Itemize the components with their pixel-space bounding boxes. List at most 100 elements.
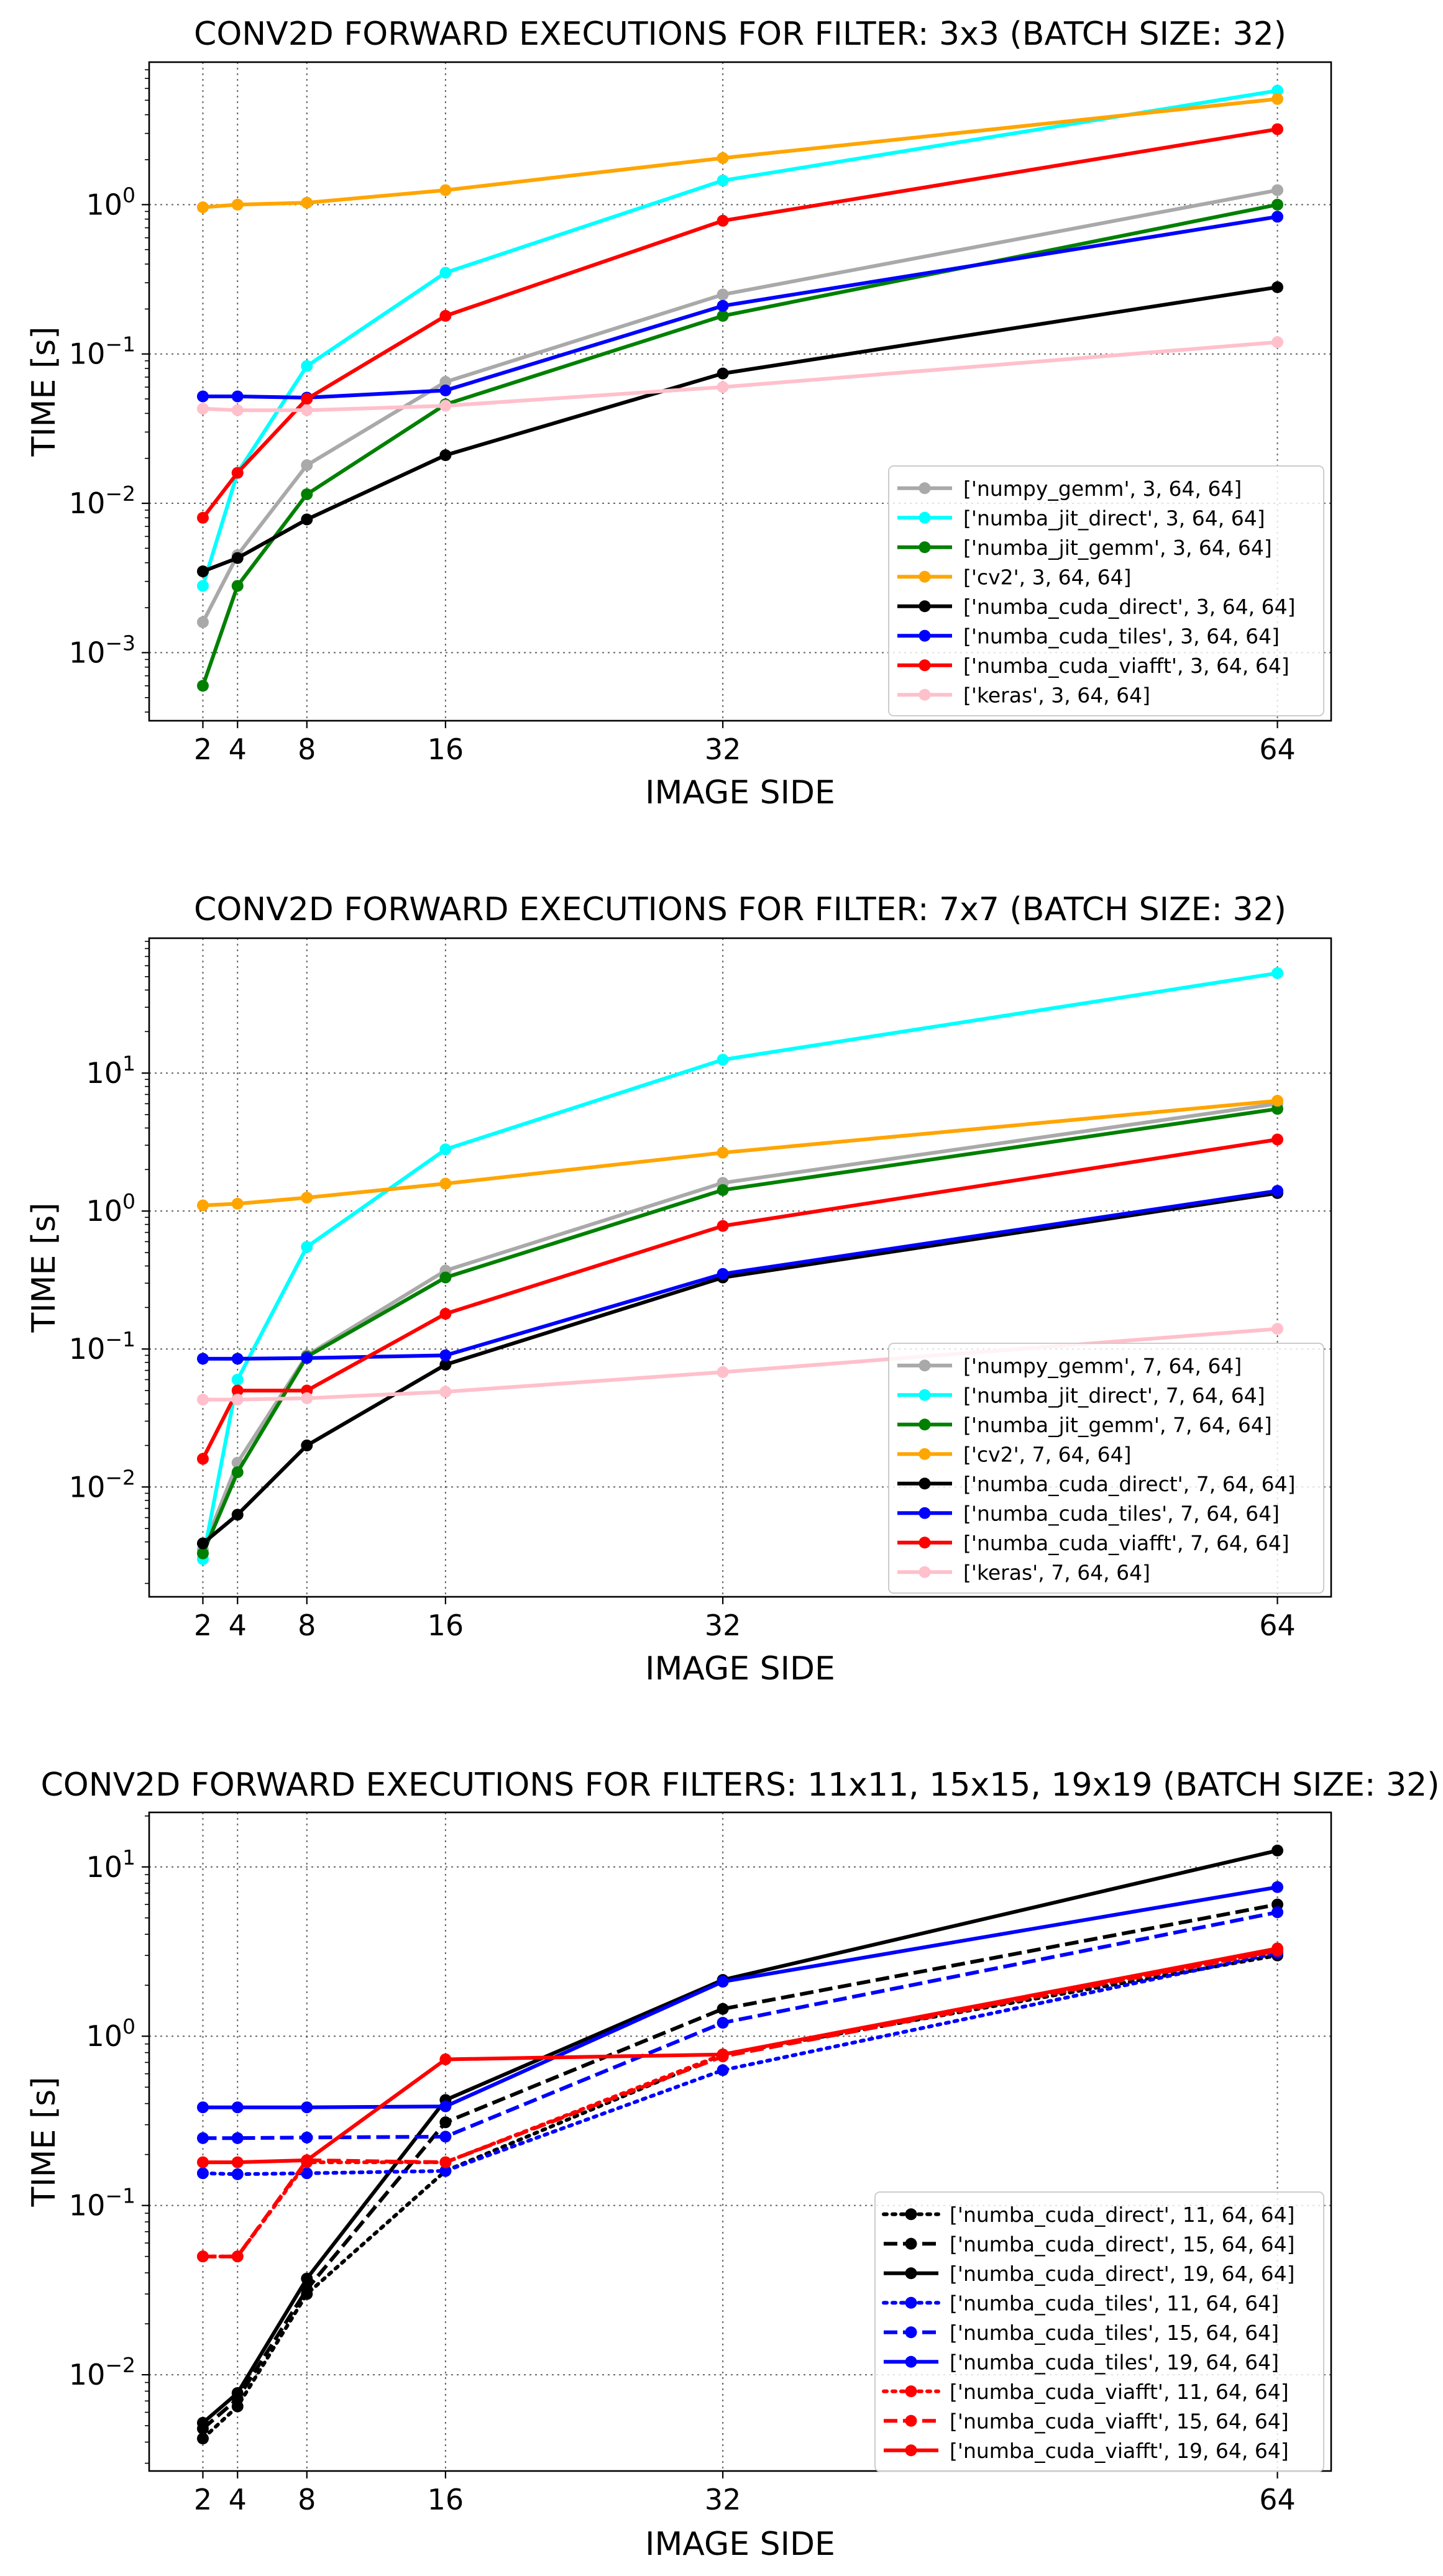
- axes-frame: [148, 1811, 1332, 2472]
- data-point: [439, 184, 452, 196]
- legend-swatch-marker: [918, 688, 931, 701]
- plot-area: [196, 1844, 1284, 2445]
- legend-swatch-marker: [918, 1359, 931, 1372]
- legend-swatch-marker: [918, 570, 931, 583]
- y-axis-label: TIME [s]: [25, 1202, 63, 1333]
- series-line: [201, 1191, 1278, 1545]
- legend-swatch-marker: [905, 2326, 917, 2339]
- data-point: [717, 152, 729, 164]
- legend-item: ['numba_cuda_direct', 19, 64, 64]: [884, 2262, 1295, 2286]
- data-point: [1271, 967, 1284, 979]
- x-tick-label: 64: [1259, 2483, 1296, 2516]
- chart-title: CONV2D FORWARD EXECUTIONS FOR FILTERS: 1…: [40, 1766, 1439, 1804]
- y-tick-base: 10: [69, 1470, 106, 1504]
- legend-item: ['keras', 3, 64, 64]: [897, 683, 1150, 707]
- legend-item: ['cv2', 7, 64, 64]: [897, 1442, 1131, 1466]
- legend-item: ['numba_cuda_viafft', 11, 64, 64]: [882, 2380, 1289, 2404]
- legend-swatch-marker: [918, 659, 931, 672]
- legend-swatch-marker: [918, 1478, 931, 1490]
- data-point: [1271, 184, 1284, 196]
- x-tick-label: 2: [194, 733, 212, 766]
- series-line: [201, 1138, 1278, 1460]
- y-tick-exponent: −2: [105, 1465, 135, 1489]
- y-tick-exponent: 0: [122, 183, 135, 207]
- x-tick-label: 16: [428, 2483, 464, 2516]
- y-tick-base: 10: [69, 2358, 106, 2391]
- legend-label: ['numba_cuda_viafft', 15, 64, 64]: [950, 2409, 1289, 2433]
- legend-box: [874, 2191, 1324, 2472]
- chart-title: CONV2D FORWARD EXECUTIONS FOR FILTER: 3x…: [194, 16, 1286, 53]
- data-point: [301, 1352, 313, 1364]
- data-point: [717, 214, 729, 227]
- x-tick-label: 8: [298, 1609, 316, 1642]
- legend-item: ['numpy_gemm', 7, 64, 64]: [897, 1354, 1242, 1378]
- data-point: [231, 198, 244, 211]
- data-point: [1271, 1942, 1284, 1955]
- series-line: [201, 1848, 1278, 2424]
- data-point: [439, 2156, 452, 2168]
- legend-item: ['keras', 7, 64, 64]: [897, 1560, 1150, 1584]
- legend-swatch-marker: [905, 2237, 917, 2250]
- legend-label: ['numba_cuda_tiles', 15, 64, 64]: [950, 2321, 1279, 2345]
- legend: ['numpy_gemm', 7, 64, 64] ['numba_jit_dir…: [888, 1343, 1324, 1594]
- series-4: [196, 1947, 1284, 2180]
- y-tick-base: 10: [69, 337, 106, 371]
- legend-item: ['numba_cuda_direct', 7, 64, 64]: [897, 1472, 1296, 1496]
- y-axis-label: TIME [s]: [25, 326, 63, 457]
- y-tick-label: 10−2: [69, 1465, 135, 1504]
- y-tick-exponent: −2: [105, 482, 135, 506]
- data-point: [1271, 198, 1284, 211]
- data-point: [196, 2167, 209, 2180]
- data-point: [439, 267, 452, 279]
- data-point: [231, 2386, 244, 2399]
- plot-area: [196, 84, 1284, 692]
- data-point: [301, 393, 313, 405]
- y-axis-label: TIME [s]: [25, 2076, 63, 2207]
- data-point: [717, 1220, 729, 1232]
- series-5: [196, 1906, 1284, 2144]
- data-point: [439, 1177, 452, 1190]
- legend-item: ['numba_cuda_tiles', 15, 64, 64]: [884, 2321, 1279, 2345]
- data-point: [231, 1197, 244, 1210]
- data-point: [1271, 1844, 1284, 1857]
- legend-box: [888, 465, 1324, 716]
- x-axis-label: IMAGE SIDE: [645, 774, 835, 811]
- data-point: [301, 459, 313, 472]
- y-tick-base: 10: [86, 1194, 122, 1228]
- legend-swatch-marker: [918, 1448, 931, 1460]
- data-point: [231, 1466, 244, 1478]
- data-point: [717, 2064, 729, 2076]
- data-point: [1271, 123, 1284, 135]
- data-point: [231, 2132, 244, 2144]
- data-point: [231, 580, 244, 592]
- legend-label: ['numba_cuda_tiles', 3, 64, 64]: [963, 624, 1280, 648]
- data-point: [439, 1143, 452, 1156]
- y-tick-base: 10: [86, 2019, 122, 2053]
- y-tick-base: 10: [69, 636, 106, 669]
- series-line: [201, 1107, 1278, 1555]
- legend-swatch-marker: [905, 2355, 917, 2368]
- data-point: [439, 1271, 452, 1284]
- legend-item: ['numba_jit_gemm', 3, 64, 64]: [897, 536, 1272, 560]
- data-point: [231, 1509, 244, 1521]
- data-point: [439, 384, 452, 396]
- data-point: [439, 376, 452, 388]
- data-point: [196, 1537, 209, 1550]
- legend-label: ['numba_jit_gemm', 7, 64, 64]: [963, 1413, 1272, 1437]
- legend-label: ['numba_cuda_direct', 15, 64, 64]: [950, 2232, 1295, 2256]
- legend-label: ['cv2', 7, 64, 64]: [963, 1442, 1131, 1466]
- series-line: [201, 1102, 1278, 1551]
- data-point: [439, 2100, 452, 2112]
- data-point: [231, 2168, 244, 2180]
- data-point: [196, 680, 209, 692]
- series-7: [196, 123, 1284, 524]
- data-point: [301, 2272, 313, 2285]
- y-tick-label: 101: [86, 1845, 135, 1884]
- data-point: [301, 196, 313, 209]
- series-8: [196, 1323, 1284, 1406]
- x-tick-label: 32: [705, 733, 741, 766]
- y-tick-exponent: 1: [122, 1051, 135, 1076]
- series-4: [196, 1095, 1284, 1212]
